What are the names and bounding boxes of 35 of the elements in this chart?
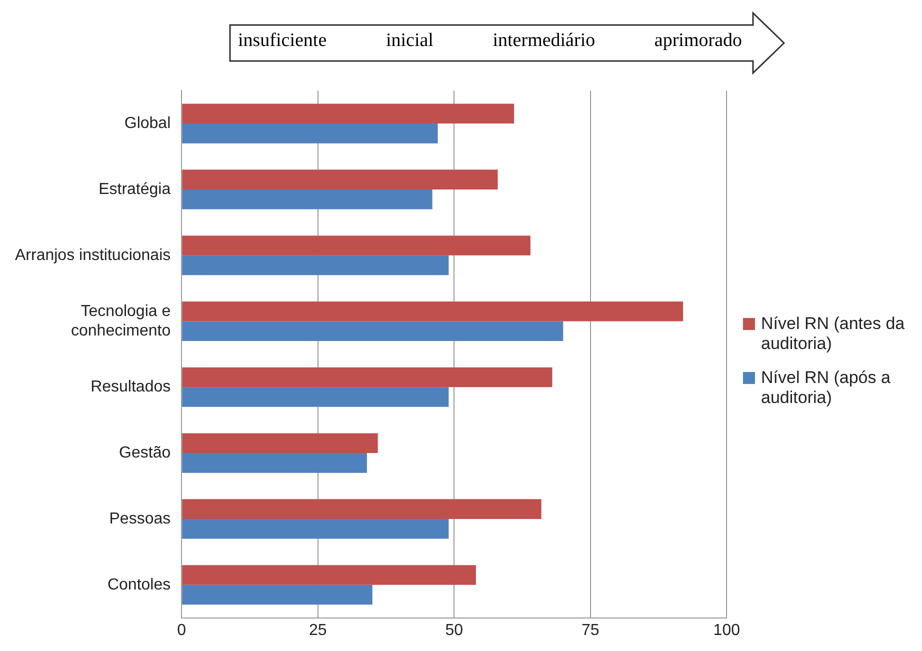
bar: [182, 236, 530, 256]
text: inicial: [386, 30, 434, 52]
bar: [182, 499, 542, 519]
bar: [182, 301, 684, 322]
x-tick-label: 25: [308, 622, 327, 639]
text: insuficiente: [238, 30, 327, 52]
bar: [182, 104, 514, 124]
y-tick-label: Tecnologia e conhecimento: [71, 303, 171, 340]
y-tick-label: Pessoas: [109, 510, 171, 528]
bar: [182, 518, 449, 539]
bar: [182, 387, 449, 407]
text: intermediário: [492, 30, 596, 52]
bar: [182, 453, 367, 473]
legend-label: Nível RN (antes da auditoria): [761, 314, 906, 354]
bar: [182, 124, 438, 144]
y-tick-label: Arranjos institucionais: [15, 246, 171, 264]
x-tick-label: 50: [445, 622, 464, 639]
text: aprimorado: [654, 30, 742, 52]
bar: [182, 584, 372, 605]
y-tick-label: Global: [124, 114, 171, 132]
x-tick-label: 0: [177, 622, 186, 639]
x-tick-label: 75: [581, 622, 600, 639]
bar: [182, 367, 552, 388]
x-tick-label: 100: [713, 622, 740, 639]
bar: [182, 189, 432, 210]
y-tick-label: Gestão: [119, 444, 171, 462]
y-tick-label: Contoles: [107, 576, 171, 594]
bar: [182, 565, 476, 585]
bar: [182, 321, 564, 342]
y-tick-label: Resultados: [90, 378, 171, 396]
bar: [182, 255, 449, 276]
y-tick-label: Estratégia: [98, 180, 171, 198]
bar: [182, 170, 498, 190]
legend-label: Nível RN (após a auditoria): [761, 368, 892, 408]
bar: [182, 433, 378, 454]
